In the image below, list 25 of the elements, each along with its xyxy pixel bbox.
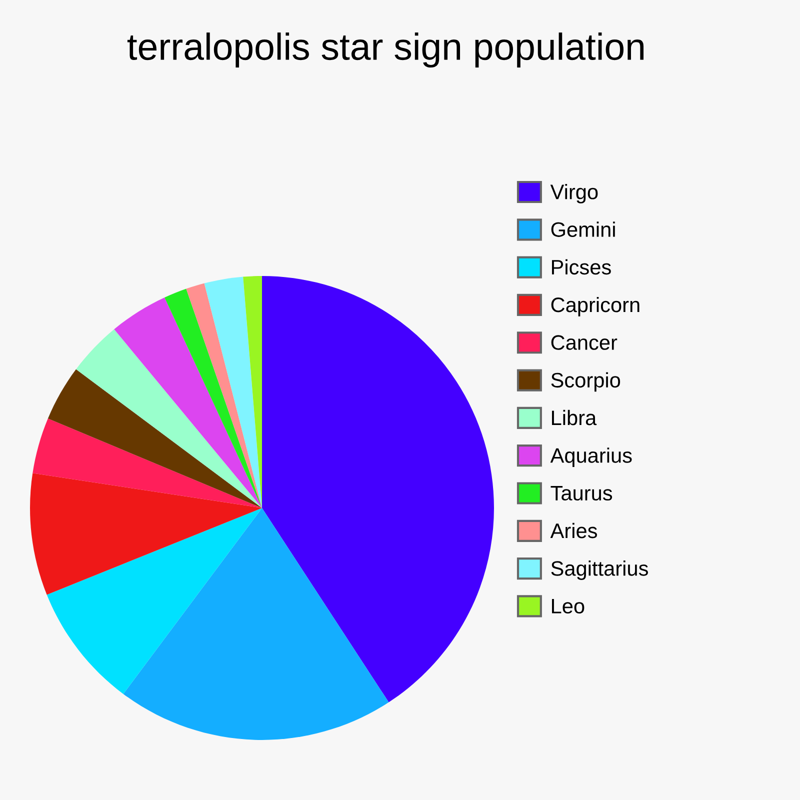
- pie-slice: [204, 276, 262, 508]
- pie-slice: [114, 297, 262, 508]
- pie-slice: [262, 276, 494, 702]
- pie-slice: [186, 283, 262, 508]
- pie-slice: [76, 329, 262, 508]
- legend-label: Sagittarius: [551, 560, 648, 580]
- pie-slice: [30, 473, 262, 595]
- legend-label: Cancer: [551, 335, 618, 350]
- legend-label: Leo: [552, 598, 584, 614]
- pie-slice: [164, 288, 262, 508]
- legend-label: Taurus: [550, 486, 612, 501]
- legend-label: Scorpio: [551, 372, 620, 392]
- legend-label: Gemini: [551, 222, 615, 237]
- pie-slice: [48, 369, 262, 508]
- legend-label: Aries: [550, 522, 598, 538]
- pie-slice: [243, 276, 262, 508]
- pie-slice: [32, 418, 262, 508]
- legend-label: Capricorn: [551, 296, 640, 316]
- legend-label: Aquarius: [550, 448, 632, 467]
- pie-slice: [123, 508, 389, 740]
- legend-label: Virgo: [550, 184, 598, 204]
- legend-label: Picses: [552, 259, 611, 275]
- legend-label: Libra: [552, 410, 597, 426]
- pie-slice: [46, 508, 262, 694]
- chart-title: terralopolis star sign population: [127, 32, 644, 68]
